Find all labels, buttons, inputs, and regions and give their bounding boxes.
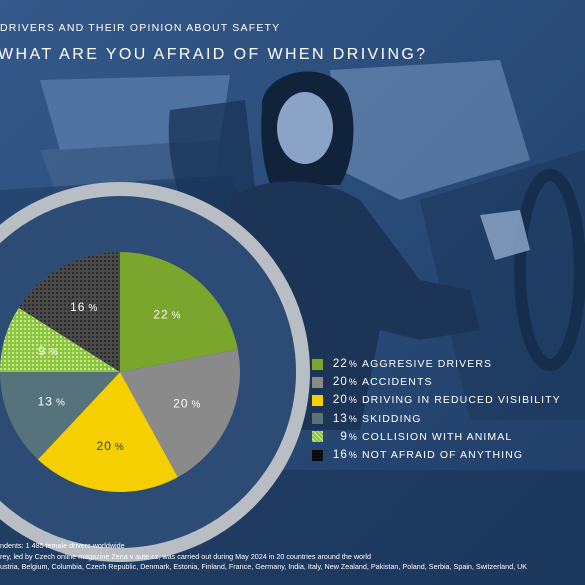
footer-notes: ndents: 1 485 female drivers worldwide r… xyxy=(0,541,527,573)
pie-slice-1 xyxy=(120,252,238,372)
legend-value-6: 16% xyxy=(332,449,358,462)
legend-label-6: NOT AFRAID OF ANYTHING xyxy=(362,449,524,462)
legend-item-4: 13% SKIDDING xyxy=(312,410,561,428)
pie-slice-6 xyxy=(18,251,120,372)
legend-item-5: 9% COLLISION WITH ANIMAL xyxy=(312,428,561,446)
legend-swatch-5 xyxy=(312,431,323,443)
legend-item-6: 16% NOT AFRAID OF ANYTHING xyxy=(312,446,561,464)
footer-line-countries: ustria, Belgium, Columbia, Czech Republi… xyxy=(0,562,528,571)
pie-slice-label-1: 22% xyxy=(153,308,181,322)
legend-label-3: DRIVING IN REDUCED VISIBILITY xyxy=(362,394,561,407)
pie-slice-label-3: 20% xyxy=(97,439,125,453)
chart-subtitle: DRIVERS AND THEIR OPINION ABOUT SAFETY xyxy=(0,22,281,34)
pie-slice-5 xyxy=(0,307,120,372)
legend-swatch-3 xyxy=(312,394,323,406)
legend: 22% AGGRESIVE DRIVERS 20% ACCIDENTS 20% DRIVI… xyxy=(312,355,561,464)
pie-slice-label-4: 13% xyxy=(38,395,66,409)
footer-line-survey: rey, led by Czech online magazine Zena v… xyxy=(0,551,372,561)
legend-value-3: 20% xyxy=(332,394,358,407)
footer-line-respondents: ndents: 1 485 female drivers worldwide xyxy=(0,541,125,550)
legend-item-2: 20% ACCIDENTS xyxy=(312,373,561,391)
legend-value-4: 13% xyxy=(332,412,358,425)
legend-value-2: 20% xyxy=(332,376,358,389)
legend-value-5: 9% xyxy=(340,430,358,443)
legend-swatch-6 xyxy=(312,449,323,461)
legend-label-2: ACCIDENTS xyxy=(362,376,433,389)
legend-item-3: 20% DRIVING IN REDUCED VISIBILITY xyxy=(312,391,561,409)
legend-label-5: COLLISION WITH ANIMAL xyxy=(362,430,513,443)
pie-slice-2 xyxy=(120,349,240,478)
pie-slice-3 xyxy=(37,372,178,492)
pie-slice-label-6: 16% xyxy=(70,300,98,314)
legend-swatch-1 xyxy=(312,358,323,370)
legend-label-4: SKIDDING xyxy=(362,412,422,425)
legend-swatch-2 xyxy=(312,376,323,388)
legend-label-1: AGGRESIVE DRIVERS xyxy=(362,358,493,371)
pie-slice-4 xyxy=(0,372,120,460)
legend-value-1: 22% xyxy=(332,358,358,371)
chart-title: WHAT ARE YOU AFRAID OF WHEN DRIVING? xyxy=(0,46,428,63)
legend-swatch-4 xyxy=(312,413,323,425)
pie-slice-label-5: 9% xyxy=(38,344,59,358)
legend-item-1: 22% AGGRESIVE DRIVERS xyxy=(312,355,561,373)
pie-slice-label-2: 20% xyxy=(173,397,201,411)
